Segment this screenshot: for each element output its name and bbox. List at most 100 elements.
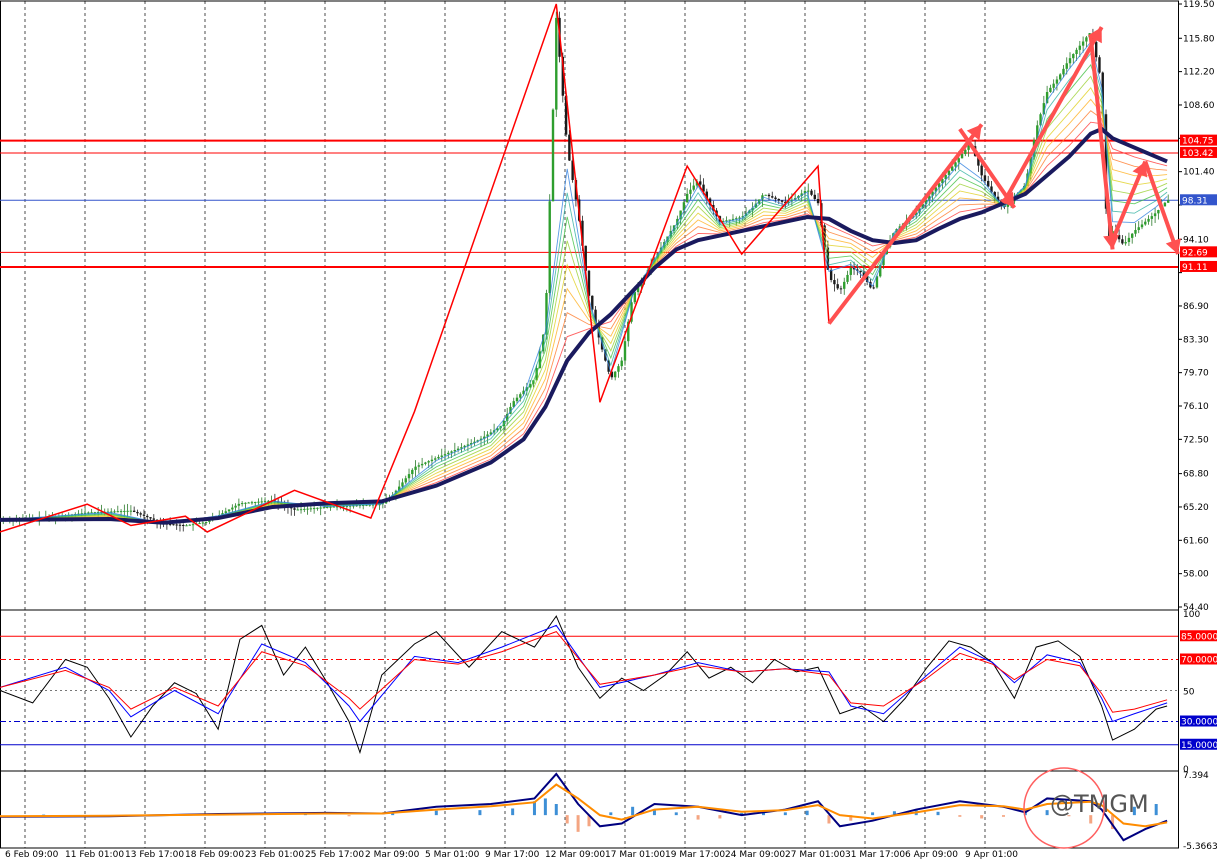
candle-body [263,501,267,503]
candle-body [636,286,640,293]
macd-histogram-bar [783,812,787,816]
candle-body [430,459,434,462]
level-tag [1180,194,1217,206]
candle-body [224,511,227,514]
candle-body [816,198,820,204]
candle-body [852,267,856,270]
candle-body [329,506,332,508]
candle-body [784,201,787,204]
candle-body [849,267,852,275]
candle-body [456,448,460,450]
trend-arrow-shaft [827,123,984,325]
macd-histogram-bar [805,810,809,816]
macd-histogram-bar [958,815,962,817]
macd-histogram-bar [936,811,940,816]
watermark-text: @TMGM [1050,790,1149,818]
candle-body [843,281,846,289]
macd-line [0,783,1168,828]
x-tick-label: 24 Mar 09:00 [725,850,785,860]
candle-body [427,461,430,463]
candle-body [1039,114,1042,126]
ribbon-line [0,110,1168,524]
candle-body [613,371,617,378]
candle-body [322,507,326,509]
trend-arrow-head [966,124,982,141]
macd-histogram-bar [609,812,613,816]
candle-body [453,449,457,452]
level-tag [1180,146,1217,158]
candle-body [731,218,735,220]
candle-body [303,508,306,510]
candle-body [829,269,833,281]
candle-body [1055,79,1059,84]
level-label: 98.31 [1182,196,1208,206]
candle-body [1085,37,1088,42]
candle-body [260,501,263,503]
y-tick-label: 79.70 [1183,369,1209,379]
candle-body [1052,83,1055,88]
candle-body [509,406,512,414]
candle-body [175,524,178,526]
candle-body [551,109,555,202]
candle-body [424,462,427,464]
y-tick-label: 58.00 [1183,570,1209,580]
macd-histogram-bar [980,815,984,819]
candle-body [368,504,371,506]
candle-body [826,247,830,270]
candle-body [728,219,731,221]
candle-body [591,295,594,310]
candle-body [771,196,774,198]
y-tick-label: 68.80 [1183,470,1209,480]
candle-body [172,524,175,526]
candle-body [699,181,702,185]
candle-body [594,309,597,324]
candle-body [447,452,450,455]
candle-body [293,508,296,510]
candle-body [463,445,466,448]
candle-body [335,506,339,508]
candle-body [928,195,931,200]
osc-y-tick-label: 0 [1183,765,1189,775]
candle-body [231,507,234,510]
macd-histogram-bar [1045,810,1049,816]
ribbon-line [0,98,1168,524]
candle-body [362,504,365,506]
candle-body [538,351,542,369]
x-tick-label: 6 Apr 09:00 [905,850,958,860]
candle-body [587,270,591,296]
candle-body [1101,72,1104,115]
osc-line [0,615,1168,755]
candle-body [1104,114,1108,209]
zigzag-line [0,3,830,533]
candle-body [437,456,440,459]
candle-body [407,474,411,479]
candle-body [957,158,960,163]
osc-y-tick-label: 100 [1183,610,1200,620]
candle-body [748,210,751,214]
candle-body [522,390,525,395]
candle-body [921,204,924,209]
candle-body [191,524,195,526]
candle-body [519,394,522,398]
y-tick-label: 115.80 [1183,34,1215,44]
candle-body [204,521,208,523]
highlight-circle [1023,767,1105,849]
candle-body [1078,45,1082,50]
osc-level-label: 15.0000 [1181,741,1218,751]
candle-body [96,512,100,514]
candle-body [993,192,996,197]
candle-body [417,465,421,467]
candle-body [1072,54,1075,59]
osc-level-tag [1180,738,1217,750]
candle-body [123,510,126,512]
candle-body [1157,210,1160,214]
candle-body [398,486,401,491]
candle-body [1068,58,1072,64]
candle-body [1098,57,1101,73]
candle-body [178,524,182,526]
candle-body [980,165,983,176]
candle-body [401,482,404,487]
candle-body [695,181,699,186]
macd-histogram-bar [849,815,853,821]
candle-body [440,455,443,457]
